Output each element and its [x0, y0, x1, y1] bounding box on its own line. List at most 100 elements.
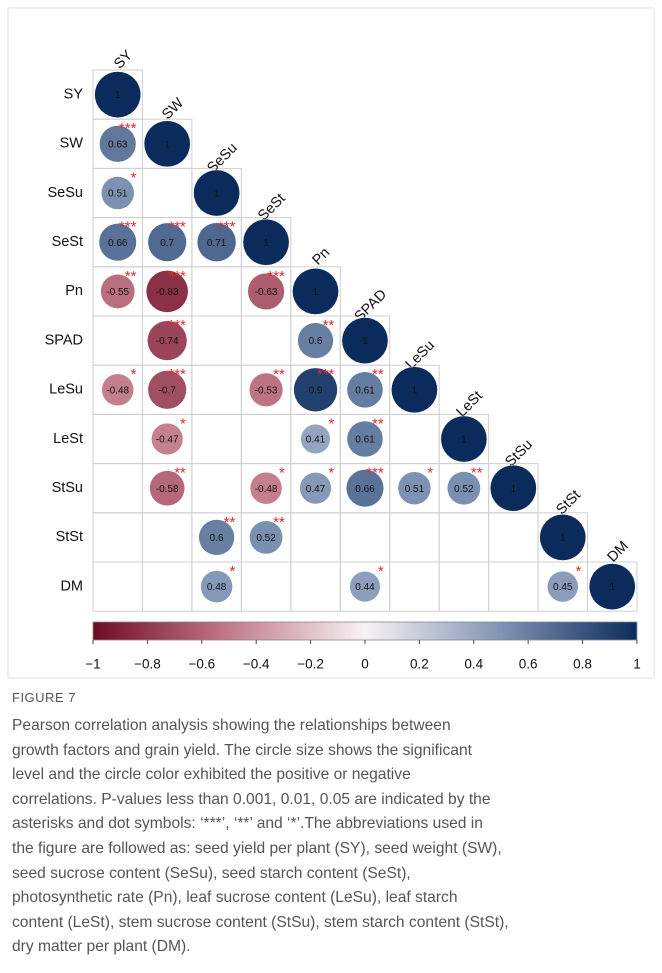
grid-cell [191, 413, 242, 465]
significance-stars: ** [471, 465, 483, 482]
significance-stars: *** [119, 120, 137, 137]
significance-stars: * [131, 366, 137, 383]
correlation-circle [292, 268, 339, 315]
value-label: 0.6 [309, 336, 323, 347]
correlation-circle [346, 371, 384, 409]
value-label: 0.61 [355, 435, 375, 446]
value-label: -0.7 [159, 385, 177, 396]
correlation-circle [200, 570, 233, 603]
row-label: Pn [65, 283, 83, 299]
value-label: 0.41 [306, 435, 326, 446]
caption: Pearson correlation analysis showing the… [12, 714, 657, 960]
colorbar-tick-label: 0.4 [464, 657, 483, 672]
correlation-circle [300, 423, 331, 455]
correlation-circle [547, 570, 579, 603]
grid-cell [92, 512, 143, 563]
value-label: 1 [362, 336, 368, 347]
value-label: -0.53 [255, 385, 278, 396]
correlation-circle [249, 520, 283, 555]
colorbar [92, 621, 638, 641]
value-label: 0.51 [108, 189, 128, 200]
value-label: 1 [560, 533, 566, 544]
correlation-circle [99, 125, 137, 163]
significance-stars: *** [168, 366, 186, 383]
colorbar-tick-label: −0.4 [243, 657, 270, 672]
caption-line: asterisks and dot symbols: ‘***’, ‘**’ a… [12, 815, 483, 833]
caption-line: the figure are followed as: seed yield p… [12, 839, 502, 857]
column-label: StSt [553, 487, 584, 518]
significance-stars: *** [168, 219, 186, 236]
correlation-circle [242, 218, 290, 266]
significance-stars: ** [273, 514, 285, 531]
correlation-circle [346, 420, 384, 458]
value-label: 1 [412, 385, 418, 396]
correlation-circle [98, 223, 137, 262]
correlation-circle [249, 471, 283, 505]
value-label: 1 [263, 238, 269, 249]
value-label: 1 [313, 287, 319, 298]
grid-cell [488, 512, 539, 563]
correlation-circle [100, 176, 135, 210]
correlation-circle [151, 422, 184, 456]
value-label: 1 [511, 484, 517, 495]
grid-cell [290, 512, 341, 563]
colorbar-tick-label: 0.6 [519, 657, 538, 672]
value-label: 0.61 [355, 385, 375, 396]
value-label: -0.47 [156, 435, 179, 446]
value-label: 1 [115, 90, 121, 101]
significance-stars: ** [372, 415, 384, 432]
caption-line: seed sucrose content (SeSu), seed starch… [12, 864, 411, 882]
correlation-circle [147, 370, 187, 410]
significance-stars: * [230, 563, 236, 580]
row-label: SW [60, 136, 84, 152]
column-label: StSu [502, 437, 536, 471]
value-label: 1 [461, 435, 467, 446]
grid-cell [92, 315, 143, 366]
grid-cell [92, 413, 143, 465]
grid-cell [141, 512, 193, 563]
value-label: 0.66 [355, 484, 375, 495]
column-label: LeSt [454, 388, 486, 420]
significance-stars: ** [273, 366, 285, 383]
correlation-circle [489, 464, 537, 512]
row-label: SeSt [52, 234, 83, 250]
significance-stars: ** [372, 366, 384, 383]
significance-stars: * [328, 415, 334, 432]
correlation-circle [94, 71, 142, 118]
grid-cell [389, 561, 440, 612]
correlation-circle [198, 519, 235, 556]
value-label: -0.74 [156, 336, 179, 347]
significance-stars: ** [174, 465, 186, 482]
correlation-circle [345, 469, 384, 508]
row-label: StSu [52, 480, 83, 496]
significance-stars: ** [125, 268, 137, 285]
column-label: SY [111, 47, 136, 72]
grid-cell [290, 561, 341, 612]
significance-stars: * [427, 465, 433, 482]
colorbar-tick-label: −0.2 [297, 657, 324, 672]
grid-cell [389, 512, 440, 563]
value-label: -0.58 [156, 484, 179, 495]
grid-cell [240, 315, 292, 366]
grid-cell [587, 561, 638, 612]
correlation-circle [149, 470, 186, 507]
grid-cell [438, 512, 490, 563]
grid-cell [191, 315, 242, 366]
correlation-circle [539, 514, 587, 561]
correlation-circle [440, 415, 488, 463]
correlation-circle [101, 373, 134, 407]
correlation-circle [397, 471, 432, 505]
significance-stars: * [180, 415, 186, 432]
column-label: Pn [309, 245, 333, 269]
correlation-circle [143, 120, 191, 168]
grid-cell [339, 512, 391, 563]
value-label: 1 [164, 139, 170, 150]
significance-stars: *** [366, 465, 384, 482]
correlation-circle [349, 571, 381, 603]
significance-stars: * [576, 563, 582, 580]
value-label: 0.52 [256, 533, 276, 544]
row-label: SeSu [48, 185, 83, 201]
caption-line: correlations. P-values less than 0.001, … [12, 790, 491, 808]
correlation-circle [249, 372, 284, 407]
colorbar-tick-label: 0 [361, 657, 369, 672]
